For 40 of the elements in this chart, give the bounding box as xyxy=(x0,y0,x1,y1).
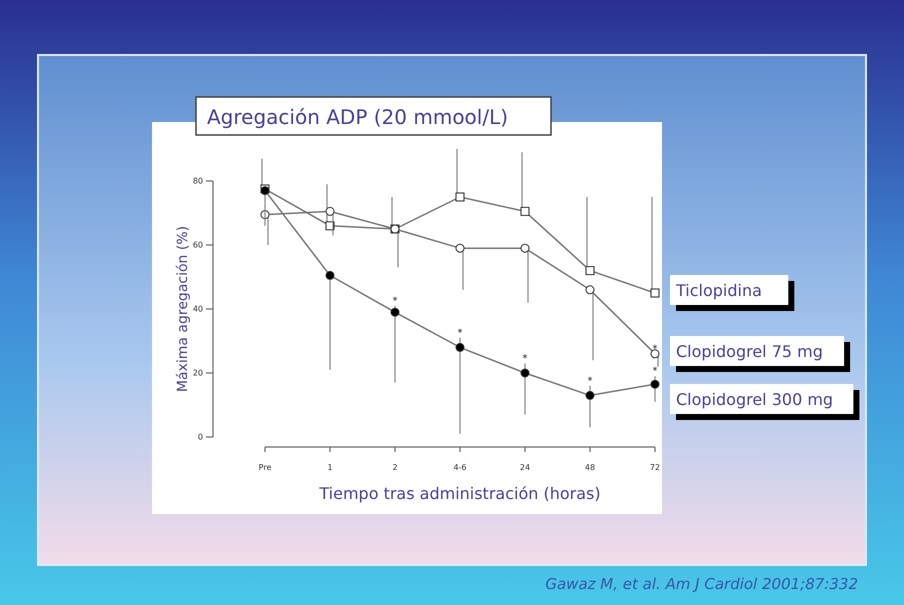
y-tick-label: 80 xyxy=(192,176,203,186)
annotation: * xyxy=(522,353,528,364)
point xyxy=(520,368,530,378)
point xyxy=(650,380,660,389)
annotation: * xyxy=(652,366,658,378)
x-tick-label: Pre xyxy=(258,463,272,472)
point xyxy=(650,288,660,298)
chart-title: Agregación ADP (20 mmool/L) xyxy=(207,105,508,129)
x-tick-label: 72 xyxy=(650,463,660,472)
annotation: * xyxy=(652,344,658,355)
y-axis-title: Máxima agregación (%) xyxy=(175,226,191,392)
y-tick-label: 0 xyxy=(198,432,203,442)
point xyxy=(586,266,594,276)
point xyxy=(326,206,334,216)
x-axis-title: Tiempo tras administración (horas) xyxy=(318,484,601,503)
annotation: * xyxy=(392,296,398,307)
point xyxy=(456,244,464,253)
series-label: Clopidogrel 75 mg xyxy=(676,342,823,361)
x-tick-label: 4-6 xyxy=(453,463,467,472)
series-label: Ticlopidina xyxy=(675,281,762,300)
annotation: * xyxy=(458,328,462,339)
point xyxy=(520,206,530,216)
x-tick-label: 1 xyxy=(327,463,333,472)
x-tick-label: 2 xyxy=(392,463,398,472)
y-tick-label: 40 xyxy=(192,304,203,314)
point xyxy=(586,285,594,294)
y-tick-label: 60 xyxy=(192,240,203,250)
annotation: * xyxy=(588,376,592,387)
point xyxy=(326,270,334,280)
point xyxy=(456,192,464,202)
point xyxy=(586,390,594,400)
point xyxy=(520,244,530,253)
series-label: Clopidogrel 300 mg xyxy=(676,390,834,409)
x-tick-label: 48 xyxy=(584,463,596,472)
y-tick-label: 20 xyxy=(192,368,203,378)
point xyxy=(650,349,660,358)
text: Gawaz M, et al. Am J Cardiol 2001;87:332 xyxy=(545,575,858,593)
point xyxy=(456,342,464,352)
point xyxy=(390,308,400,317)
x-tick-label: 24 xyxy=(520,463,530,472)
